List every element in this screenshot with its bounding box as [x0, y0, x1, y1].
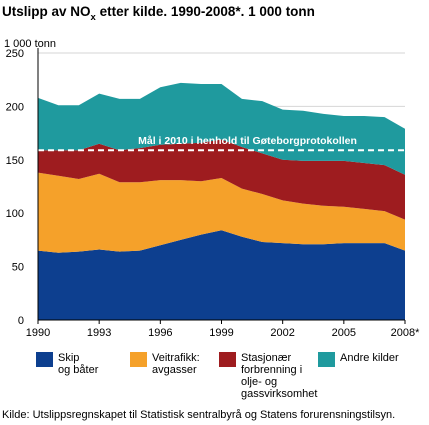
x-tick-label: 2005: [332, 327, 356, 339]
y-tick-label: 250: [6, 48, 24, 60]
goal-line-label: Mål i 2010 i henhold til Gøteborgprotoko…: [138, 135, 357, 147]
legend-swatch: [318, 352, 335, 367]
y-tick-label: 50: [12, 262, 24, 274]
y-tick-label: 150: [6, 155, 24, 167]
area-series: [38, 139, 405, 220]
legend-label: Skip og båter: [58, 352, 99, 376]
legend-swatch: [130, 352, 147, 367]
y-tick-labels: 0 50 100 150 200 250: [6, 48, 24, 327]
x-tick-label: 1996: [148, 327, 172, 339]
area-series: [38, 230, 405, 320]
axes: [37, 48, 406, 324]
goal-line-group: Mål i 2010 i henhold til Gøteborgprotoko…: [38, 135, 405, 152]
y-tick-label: 200: [6, 101, 24, 113]
area-series: [38, 82, 405, 175]
x-tick-label: 2008*: [391, 327, 420, 339]
stacked-areas: [38, 82, 405, 320]
chart-title: Utslipp av NOx etter kilde. 1990-2008*. …: [2, 4, 315, 23]
x-tick-label: 1993: [87, 327, 111, 339]
x-tick-label: 1999: [209, 327, 233, 339]
x-tick-labels: 1990 1993 1996 1999 2002 2005 2008*: [26, 327, 420, 339]
y-axis-unit-label: 1 000 tonn: [4, 38, 56, 50]
legend-swatch: [219, 352, 236, 367]
legend: Skip og båter Veitrafikk: avgasser Stasjonær…: [36, 352, 399, 400]
x-tick-label: 1990: [26, 327, 50, 339]
legend-label: Andre kilder: [340, 352, 399, 364]
x-tick-label: 2002: [270, 327, 294, 339]
legend-label: Stasjonær forbrenning i olje- og gassvirkso…: [241, 352, 317, 400]
source-note: Kilde: Utslippsregnskapet til Statistisk…: [2, 409, 395, 421]
y-tick-label: 0: [18, 315, 24, 327]
area-series: [38, 172, 405, 253]
legend-swatch: [36, 352, 53, 367]
legend-label: Veitrafikk: avgasser: [152, 352, 200, 376]
y-tick-label: 100: [6, 208, 24, 220]
